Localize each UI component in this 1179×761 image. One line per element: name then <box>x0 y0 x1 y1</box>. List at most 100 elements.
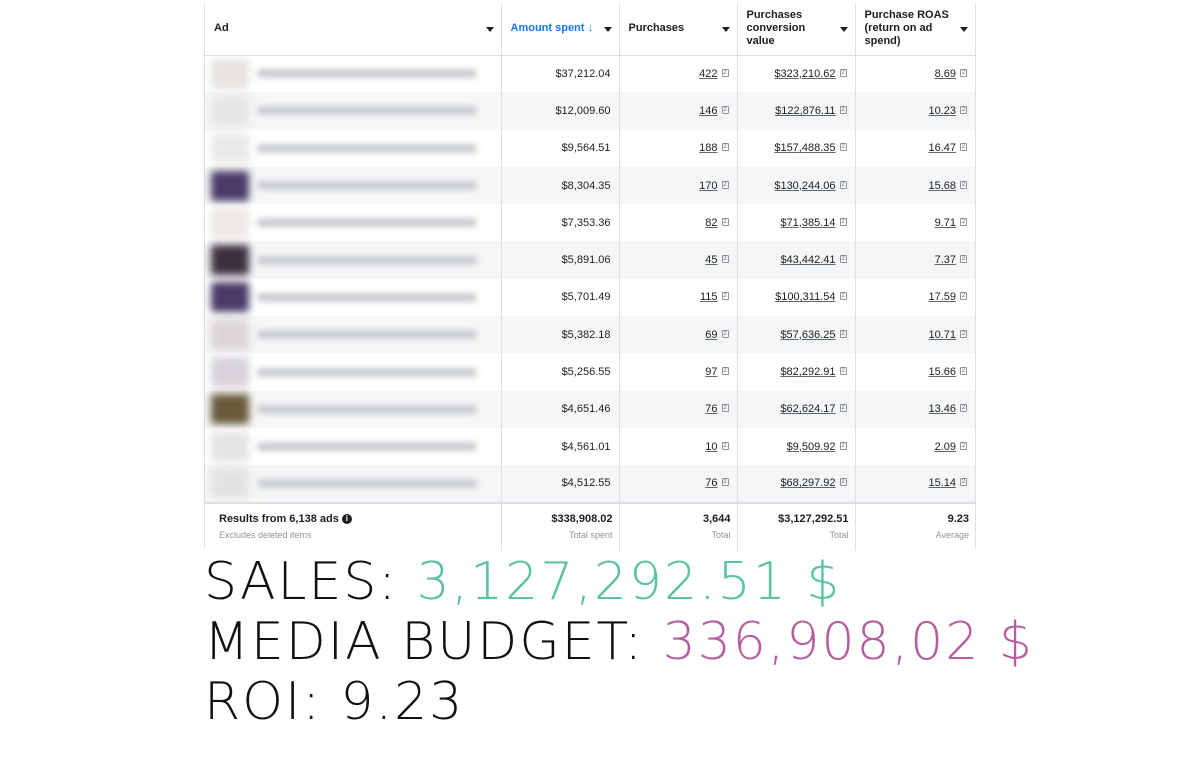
purchases-cell[interactable]: 76 2 <box>619 465 738 503</box>
roas-cell[interactable]: 9.71 2 <box>934 216 967 229</box>
chevron-down-icon[interactable] <box>721 26 730 32</box>
purchases-cell[interactable]: 10 2 <box>619 427 738 466</box>
purchases-cell[interactable]: 422 2 <box>619 55 738 93</box>
table-row[interactable]: $4,651.46 76 2 $62,624.17 2 13.46 2 <box>205 390 975 428</box>
info-icon: 2 <box>960 143 967 152</box>
ad-name-cell[interactable] <box>205 427 502 466</box>
table-row[interactable]: $4,512.55 76 2 $68,297.92 2 15.14 2 <box>205 465 975 503</box>
info-icon: 2 <box>839 404 847 413</box>
table-row[interactable]: $5,256.55 97 2 $82,292.91 2 15.66 2 <box>205 353 975 391</box>
table-row[interactable]: $5,891.06 45 2 $43,442.41 2 7.37 2 <box>205 241 975 279</box>
table-row[interactable]: $8,304.35 170 2 $130,244.06 2 15.68 2 <box>205 166 975 205</box>
purchases-cell[interactable]: 188 2 <box>619 129 738 167</box>
table-row[interactable]: $9,564.51 188 2 $157,488.35 2 16.47 2 <box>205 129 975 167</box>
conversion-value-cell[interactable]: $9,509.92 2 <box>737 427 856 466</box>
column-header-roas[interactable]: Purchase ROAS (return on ad spend) <box>855 3 975 56</box>
purchases-cell[interactable]: 76 2 <box>619 390 738 428</box>
chevron-down-icon[interactable] <box>485 26 494 32</box>
info-icon: 2 <box>721 68 729 77</box>
ad-thumbnail <box>211 95 249 126</box>
chevron-down-icon[interactable] <box>960 26 968 32</box>
column-header-conversion-value[interactable]: Purchases conversion value <box>737 3 856 56</box>
blurred-ad-name <box>257 255 477 265</box>
purchases-cell[interactable]: 45 2 <box>619 241 738 279</box>
ad-thumbnail <box>211 133 249 164</box>
ad-name-cell[interactable] <box>205 55 502 93</box>
roas-cell[interactable]: 15.66 2 <box>928 366 967 379</box>
ad-name-cell[interactable] <box>205 129 502 167</box>
table-body: $37,212.04 422 2 $323,210.62 2 8.69 2 $12,009.6… <box>205 55 975 503</box>
ad-thumbnail <box>211 357 249 388</box>
info-icon: 2 <box>721 143 729 152</box>
conversion-value-cell[interactable]: $100,311.54 2 <box>737 278 856 317</box>
conversion-value-cell[interactable]: $43,442.41 2 <box>737 241 856 279</box>
ad-thumbnail <box>211 58 249 89</box>
table-row[interactable]: $37,212.04 422 2 $323,210.62 2 8.69 2 <box>205 55 975 93</box>
ad-thumbnail <box>211 245 249 276</box>
roas-cell[interactable]: 8.69 2 <box>934 67 967 80</box>
info-icon: 2 <box>839 180 847 189</box>
info-icon: 2 <box>960 105 967 114</box>
conversion-value-cell[interactable]: $57,636.25 2 <box>737 316 856 354</box>
roas-cell[interactable]: 13.46 2 <box>855 390 975 428</box>
conversion-value-cell[interactable]: $157,488.35 2 <box>737 129 856 167</box>
ad-name-cell[interactable] <box>205 316 502 354</box>
conversion-value-cell[interactable]: $68,297.92 2 <box>737 465 856 503</box>
roas-cell[interactable]: 15.14 2 <box>855 465 975 503</box>
table-row[interactable]: $12,009.60 146 2 $122,876.11 2 10.23 2 <box>205 92 975 130</box>
ad-name-cell[interactable] <box>205 278 502 317</box>
purchases-cell[interactable]: 97 2 <box>619 353 738 391</box>
roas-cell[interactable]: 2.09 2 <box>934 440 967 453</box>
column-header-ad[interactable]: Ad <box>205 3 502 56</box>
conversion-value-cell[interactable]: $130,244.06 2 <box>737 166 856 205</box>
purchases-cell[interactable]: 69 2 <box>619 316 738 354</box>
amount-spent-cell: $9,564.51 <box>501 129 620 167</box>
sales-value: 3,127,292.51 $ <box>416 552 842 612</box>
column-header-purchases[interactable]: Purchases <box>619 3 738 56</box>
conversion-value-cell[interactable]: $71,385.14 2 <box>737 204 856 242</box>
chevron-down-icon[interactable] <box>839 26 848 32</box>
conversion-value-cell[interactable]: $62,624.17 2 <box>737 390 856 428</box>
roas-cell[interactable]: 10.71 2 <box>855 316 975 354</box>
conversion-value-cell[interactable]: $82,292.91 2 <box>737 353 856 391</box>
roas-cell[interactable]: 7.37 2 <box>855 241 975 279</box>
info-icon: 2 <box>960 441 967 450</box>
budget-value: 336,908,02 $ <box>662 612 1034 672</box>
ad-name-cell[interactable] <box>205 204 502 242</box>
ad-name-cell[interactable] <box>205 465 502 503</box>
table-row[interactable]: $7,353.36 82 2 $71,385.14 2 9.71 2 <box>205 204 975 242</box>
info-icon[interactable]: i <box>341 513 352 524</box>
info-icon: 2 <box>839 217 847 226</box>
ad-thumbnail <box>211 394 249 425</box>
budget-line: MEDIA BUDGET: 336,908,02 $ <box>204 612 1034 672</box>
roas-cell[interactable]: 15.68 2 <box>855 166 975 205</box>
roas-cell[interactable]: 10.23 2 <box>855 92 975 130</box>
ad-name-cell[interactable] <box>205 92 502 130</box>
conversion-value-cell[interactable]: $122,876.11 2 <box>737 92 856 130</box>
chevron-down-icon[interactable] <box>603 26 612 32</box>
roas-cell[interactable]: 17.59 2 <box>928 291 967 304</box>
table-row[interactable]: $5,382.18 69 2 $57,636.25 2 10.71 2 <box>205 316 975 354</box>
conversion-value-cell[interactable]: $323,210.62 2 <box>737 55 856 93</box>
roas-cell[interactable]: 16.47 2 <box>928 142 967 155</box>
ad-name-cell[interactable] <box>205 390 502 428</box>
info-icon: 2 <box>839 68 847 77</box>
info-icon: 2 <box>839 329 847 338</box>
column-header-amount-spent[interactable]: Amount spent ↓ <box>501 3 620 56</box>
amount-spent-cell: $5,891.06 <box>501 241 620 279</box>
blurred-ad-name <box>257 478 477 488</box>
purchases-cell[interactable]: 115 2 <box>619 278 738 317</box>
purchases-cell[interactable]: 170 2 <box>619 166 738 205</box>
purchases-cell[interactable]: 82 2 <box>619 204 738 242</box>
info-icon: 2 <box>721 478 729 487</box>
ad-name-cell[interactable] <box>205 241 502 279</box>
table-row[interactable]: $5,701.49 115 2 $100,311.54 2 17.59 2 <box>205 278 975 317</box>
ad-name-cell[interactable] <box>205 353 502 391</box>
blurred-ad-name <box>257 69 477 79</box>
purchases-cell[interactable]: 146 2 <box>619 92 738 130</box>
table-row[interactable]: $4,561.01 10 2 $9,509.92 2 2.09 2 <box>205 427 975 466</box>
ad-name-cell[interactable] <box>205 166 502 205</box>
info-icon: 2 <box>960 68 967 77</box>
info-icon: 2 <box>839 441 847 450</box>
amount-spent-cell: $4,561.01 <box>501 427 620 466</box>
